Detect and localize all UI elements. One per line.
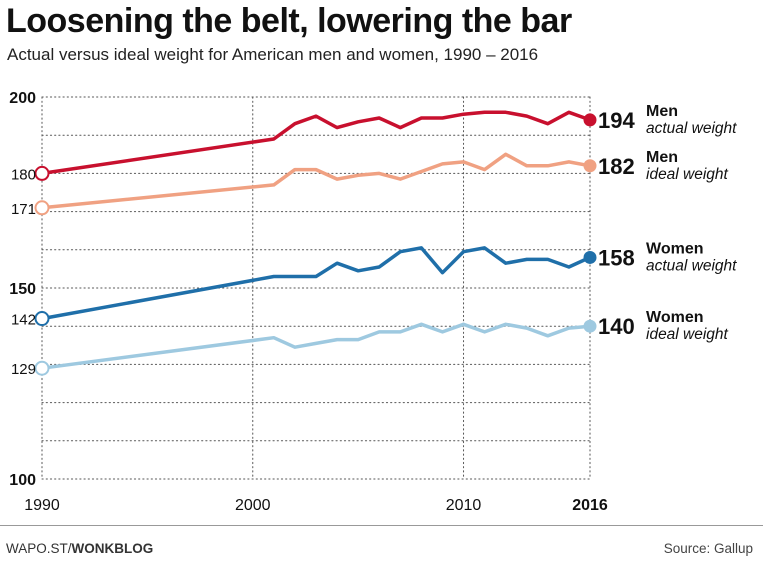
series-line — [40, 110, 592, 176]
end-value-label: 158 — [598, 245, 635, 270]
end-value-label: 194 — [598, 108, 635, 133]
footer-divider — [0, 525, 763, 526]
end-value-label: 182 — [598, 154, 635, 179]
end-marker — [583, 113, 597, 127]
chart-title: Loosening the belt, lowering the bar — [6, 2, 572, 40]
series-sub-label: ideal weight — [646, 326, 729, 343]
source-note: Source: Gallup — [663, 541, 753, 556]
x-tick-label: 2000 — [235, 497, 271, 514]
start-marker — [34, 200, 50, 216]
series-name-label: Men — [646, 103, 678, 120]
credit-prefix: WAPO.ST/ — [6, 541, 72, 556]
series-line — [40, 246, 592, 321]
series-line — [40, 152, 592, 210]
start-value-label: 129 — [11, 361, 36, 378]
end-marker — [583, 250, 597, 264]
series-sub-label: actual weight — [646, 120, 737, 137]
start-marker — [34, 360, 50, 376]
end-marker — [583, 319, 597, 333]
series-sub-label: ideal weight — [646, 166, 729, 183]
chart-subtitle: Actual versus ideal weight for American … — [7, 45, 539, 64]
start-value-label: 171 — [11, 201, 36, 218]
start-marker — [34, 311, 50, 327]
series-line — [40, 322, 592, 370]
credit-bold: WONKBLOG — [71, 541, 154, 556]
x-tick-label: 2016 — [572, 497, 608, 514]
end-value-label: 140 — [598, 314, 635, 339]
x-tick-label: 1990 — [24, 497, 60, 514]
footer-credit[interactable]: WAPO.ST/WONKBLOG — [6, 541, 153, 556]
start-value-label: 142 — [11, 312, 36, 329]
start-value-label: 180 — [11, 166, 36, 183]
y-tick-label: 150 — [9, 281, 36, 298]
y-tick-label: 200 — [9, 90, 36, 107]
series-name-label: Women — [646, 240, 703, 257]
series-name-label: Women — [646, 309, 703, 326]
start-marker — [34, 165, 50, 181]
series-sub-label: actual weight — [646, 257, 737, 274]
end-marker — [583, 159, 597, 173]
y-tick-label: 100 — [9, 472, 36, 489]
series-name-label: Men — [646, 149, 678, 166]
x-tick-label: 2010 — [446, 497, 482, 514]
